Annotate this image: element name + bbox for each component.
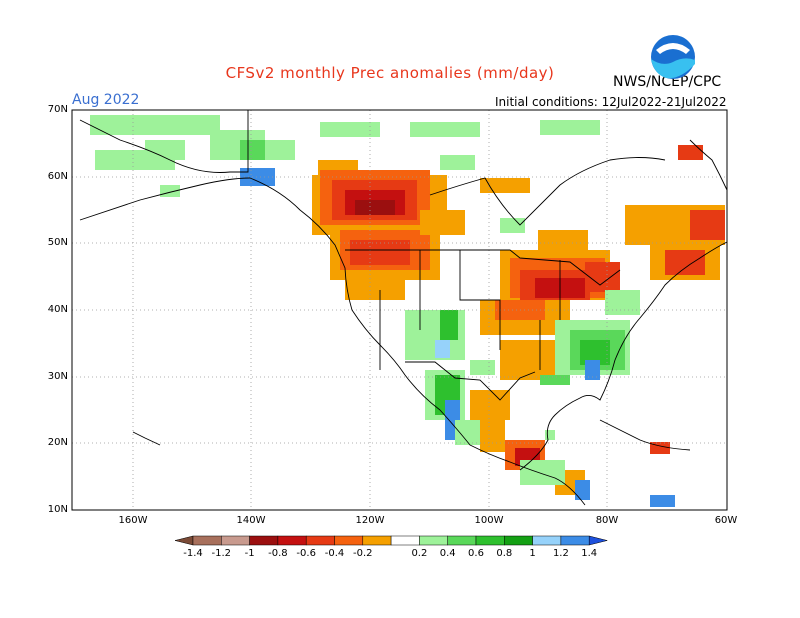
lat-label-60n: 60N (47, 171, 68, 182)
lon-label-140w: 140W (236, 515, 266, 526)
initial-conditions: Initial conditions: 12Jul2022-21Jul2022 (495, 95, 727, 109)
lat-label-10n: 10N (47, 504, 68, 515)
colorbar-tick-label: -1 (244, 548, 255, 559)
colorbar-swatch (249, 535, 279, 546)
colorbar-tick-label: -0.8 (268, 548, 288, 559)
map-title: CFSv2 monthly Prec anomalies (mm/day) (225, 64, 555, 82)
colorbar-tick-label: 0.2 (411, 548, 428, 559)
colorbar-swatch (504, 535, 533, 546)
colorbar-swatch (362, 535, 392, 546)
lat-label-70n: 70N (47, 104, 68, 115)
lon-label-120w: 120W (355, 515, 385, 526)
colorbar (174, 535, 608, 546)
colorbar-tick-label: -1.4 (183, 548, 203, 559)
lat-label-40n: 40N (47, 304, 68, 315)
agency-label: NWS/NCEP/CPC (613, 74, 722, 90)
colorbar-swatch (390, 535, 420, 546)
colorbar-tick-label: -0.4 (324, 548, 345, 559)
noaa-logo (651, 35, 695, 79)
colorbar-swatch (560, 535, 590, 546)
lon-label-160w: 160W (118, 515, 148, 526)
lat-label-30n: 30N (47, 371, 68, 382)
wet-anomaly-regions (90, 115, 675, 507)
colorbar-tick-label: -0.2 (353, 548, 373, 559)
lon-label-80w: 80W (595, 515, 619, 526)
colorbar-swatch (305, 535, 335, 546)
colorbar-arrow-left (174, 535, 194, 546)
colorbar-tick-label: 1.2 (552, 548, 569, 559)
colorbar-tick-label: 1 (529, 548, 536, 559)
colorbar-tick-label: 0.6 (468, 548, 484, 559)
colorbar-tick-label: -1.2 (211, 548, 232, 559)
forecast-month: Aug 2022 (72, 92, 140, 108)
map-frame (71, 109, 728, 511)
lat-label-20n: 20N (47, 437, 68, 448)
colorbar-tick-label: 1.4 (581, 548, 598, 559)
colorbar-tick-label: 0.8 (496, 548, 513, 559)
graticule (72, 110, 727, 510)
colorbar-tick-label: -0.6 (296, 548, 316, 559)
colorbar-tick-label: 0.4 (439, 548, 456, 559)
colorbar-swatch (192, 535, 222, 546)
colorbar-swatch (334, 535, 364, 546)
colorbar-swatch (447, 535, 477, 546)
lat-label-50n: 50N (47, 237, 68, 248)
colorbar-swatch (532, 535, 562, 546)
lon-label-60w: 60W (714, 515, 738, 526)
dry-anomaly-regions (312, 145, 725, 495)
lon-label-100w: 100W (474, 515, 504, 526)
colorbar-arrow-right (588, 535, 608, 546)
colorbar-swatch (221, 535, 250, 546)
colorbar-swatch (475, 535, 505, 546)
coastlines (79, 110, 728, 506)
colorbar-swatch (277, 535, 307, 546)
colorbar-swatch (419, 535, 448, 546)
